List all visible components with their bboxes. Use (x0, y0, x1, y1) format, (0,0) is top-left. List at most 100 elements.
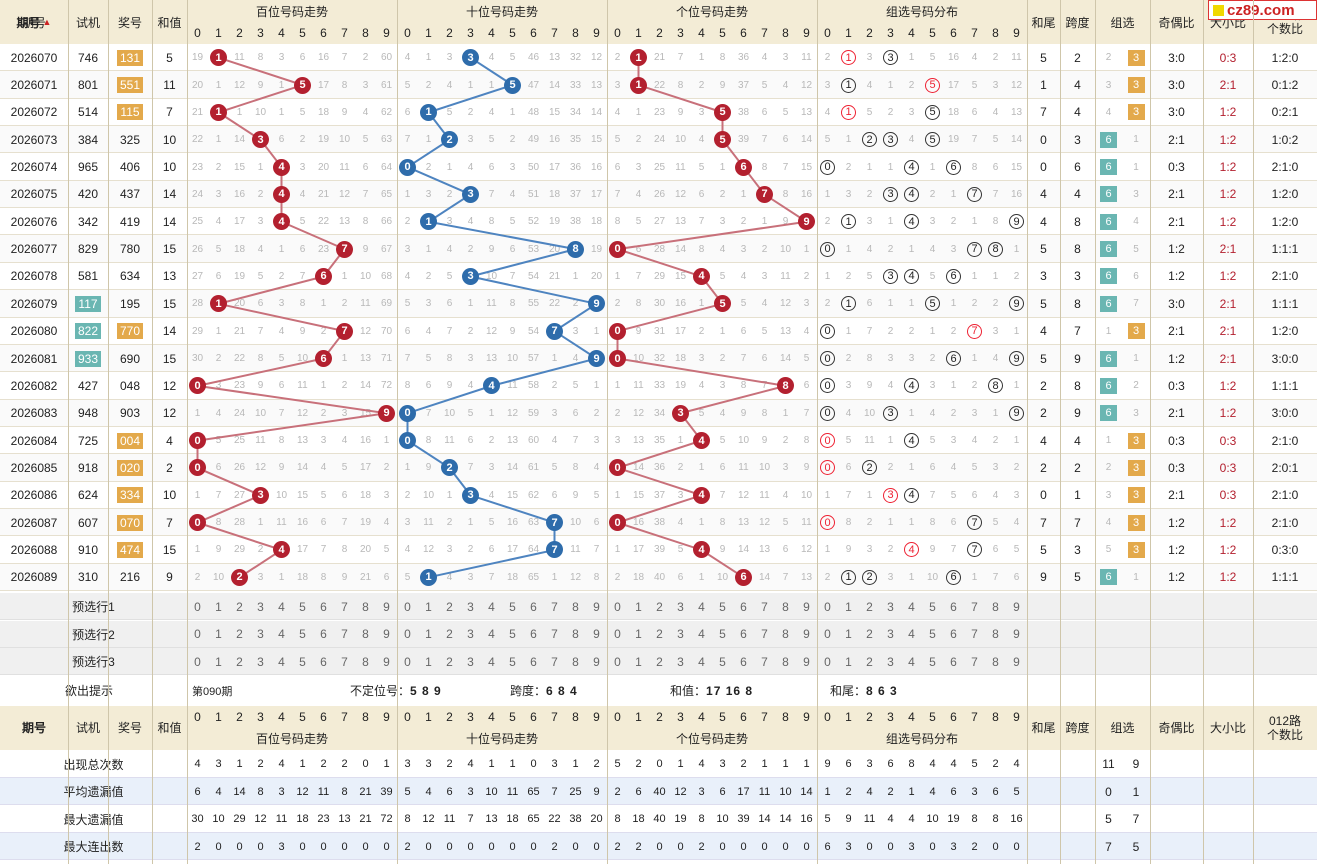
preselect-digit[interactable]: 2 (656, 599, 663, 614)
preselect-digit[interactable]: 6 (740, 627, 747, 641)
preselect-digit[interactable]: 9 (1013, 599, 1020, 614)
preselect-digit[interactable]: 1 (845, 599, 852, 614)
preselect-digit[interactable]: 1 (425, 654, 432, 669)
preselect-digit[interactable]: 9 (803, 654, 810, 669)
preselect-digit[interactable]: 5 (509, 599, 516, 614)
preselect-digit[interactable]: 0 (194, 599, 201, 614)
preselect-digit[interactable]: 0 (194, 627, 201, 641)
preselect-digit[interactable]: 4 (908, 654, 915, 669)
preselect-digit[interactable]: 3 (887, 627, 894, 641)
preselect-digit[interactable]: 0 (824, 599, 831, 614)
preselect-digit[interactable]: 1 (215, 627, 222, 641)
preselect-digit[interactable]: 7 (551, 654, 558, 669)
preselect-digit[interactable]: 8 (992, 599, 999, 614)
preselect-digit[interactable]: 7 (761, 654, 768, 669)
preselect-digit[interactable]: 2 (866, 654, 873, 669)
preselect-digit[interactable]: 7 (551, 627, 558, 641)
preselect-digit[interactable]: 1 (215, 654, 222, 669)
preselect-digit[interactable]: 5 (719, 654, 726, 669)
preselect-digit[interactable]: 8 (572, 599, 579, 614)
preselect-digit[interactable]: 9 (803, 627, 810, 641)
preselect-digit[interactable]: 0 (194, 654, 201, 669)
site-logo[interactable]: cz89.com (1208, 0, 1317, 20)
preselect-digit[interactable]: 1 (845, 654, 852, 669)
preselect-digit[interactable]: 9 (383, 599, 390, 614)
preselect-digit[interactable]: 6 (530, 627, 537, 641)
preselect-digit[interactable]: 0 (614, 627, 621, 641)
preselect-digit[interactable]: 7 (971, 599, 978, 614)
preselect-digit[interactable]: 5 (509, 627, 516, 641)
preselect-digit[interactable]: 6 (530, 654, 537, 669)
preselect-digit[interactable]: 0 (404, 599, 411, 614)
preselect-digit[interactable]: 8 (362, 627, 369, 641)
preselect-digit[interactable]: 2 (446, 599, 453, 614)
preselect-digit[interactable]: 7 (971, 654, 978, 669)
preselect-digit[interactable]: 9 (593, 599, 600, 614)
preselect-digit[interactable]: 3 (257, 627, 264, 641)
preselect-digit[interactable]: 9 (803, 599, 810, 614)
preselect-digit[interactable]: 5 (299, 627, 306, 641)
preselect-digit[interactable]: 6 (740, 599, 747, 614)
preselect-digit[interactable]: 4 (908, 599, 915, 614)
preselect-digit[interactable]: 8 (572, 654, 579, 669)
preselect-digit[interactable]: 6 (950, 654, 957, 669)
preselect-digit[interactable]: 4 (488, 599, 495, 614)
preselect-digit[interactable]: 3 (677, 627, 684, 641)
sort-icon[interactable]: ▲ (42, 17, 52, 27)
preselect-digit[interactable]: 4 (908, 627, 915, 641)
preselect-digit[interactable]: 5 (929, 599, 936, 614)
preselect-digit[interactable]: 5 (929, 627, 936, 641)
preselect-digit[interactable]: 3 (467, 599, 474, 614)
preselect-digit[interactable]: 2 (236, 599, 243, 614)
preselect-digit[interactable]: 8 (362, 599, 369, 614)
preselect-digit[interactable]: 6 (950, 599, 957, 614)
preselect-digit[interactable]: 5 (299, 599, 306, 614)
preselect-digit[interactable]: 4 (698, 599, 705, 614)
preselect-digit[interactable]: 3 (887, 654, 894, 669)
preselect-digit[interactable]: 4 (278, 627, 285, 641)
preselect-digit[interactable]: 3 (257, 654, 264, 669)
preselect-digit[interactable]: 8 (572, 627, 579, 641)
preselect-digit[interactable]: 5 (929, 654, 936, 669)
preselect-digit[interactable]: 0 (614, 654, 621, 669)
preselect-digit[interactable]: 6 (950, 627, 957, 641)
preselect-digit[interactable]: 9 (1013, 654, 1020, 669)
preselect-digit[interactable]: 7 (761, 599, 768, 614)
preselect-digit[interactable]: 6 (740, 654, 747, 669)
preselect-digit[interactable]: 9 (593, 654, 600, 669)
preselect-digit[interactable]: 6 (320, 627, 327, 641)
preselect-digit[interactable]: 2 (236, 627, 243, 641)
preselect-digit[interactable]: 1 (425, 627, 432, 641)
preselect-digit[interactable]: 0 (824, 627, 831, 641)
preselect-digit[interactable]: 3 (677, 654, 684, 669)
preselect-digit[interactable]: 2 (656, 654, 663, 669)
preselect-digit[interactable]: 4 (278, 599, 285, 614)
preselect-digit[interactable]: 9 (383, 654, 390, 669)
preselect-digit[interactable]: 6 (530, 599, 537, 614)
preselect-digit[interactable]: 9 (1013, 627, 1020, 641)
preselect-digit[interactable]: 3 (257, 599, 264, 614)
preselect-digit[interactable]: 2 (446, 654, 453, 669)
preselect-digit[interactable]: 5 (299, 654, 306, 669)
preselect-digit[interactable]: 2 (656, 627, 663, 641)
preselect-digit[interactable]: 5 (719, 599, 726, 614)
preselect-digit[interactable]: 3 (467, 627, 474, 641)
preselect-digit[interactable]: 7 (341, 627, 348, 641)
preselect-digit[interactable]: 0 (614, 599, 621, 614)
preselect-digit[interactable]: 1 (635, 627, 642, 641)
preselect-digit[interactable]: 9 (383, 627, 390, 641)
preselect-digit[interactable]: 8 (782, 599, 789, 614)
preselect-digit[interactable]: 3 (677, 599, 684, 614)
preselect-digit[interactable]: 7 (761, 627, 768, 641)
preselect-digit[interactable]: 5 (719, 627, 726, 641)
preselect-digit[interactable]: 8 (992, 627, 999, 641)
preselect-digit[interactable]: 0 (404, 627, 411, 641)
preselect-digit[interactable]: 5 (509, 654, 516, 669)
preselect-digit[interactable]: 7 (971, 627, 978, 641)
preselect-digit[interactable]: 1 (845, 627, 852, 641)
preselect-digit[interactable]: 4 (698, 654, 705, 669)
preselect-digit[interactable]: 7 (341, 654, 348, 669)
preselect-digit[interactable]: 1 (425, 599, 432, 614)
preselect-digit[interactable]: 2 (866, 599, 873, 614)
preselect-digit[interactable]: 8 (782, 654, 789, 669)
